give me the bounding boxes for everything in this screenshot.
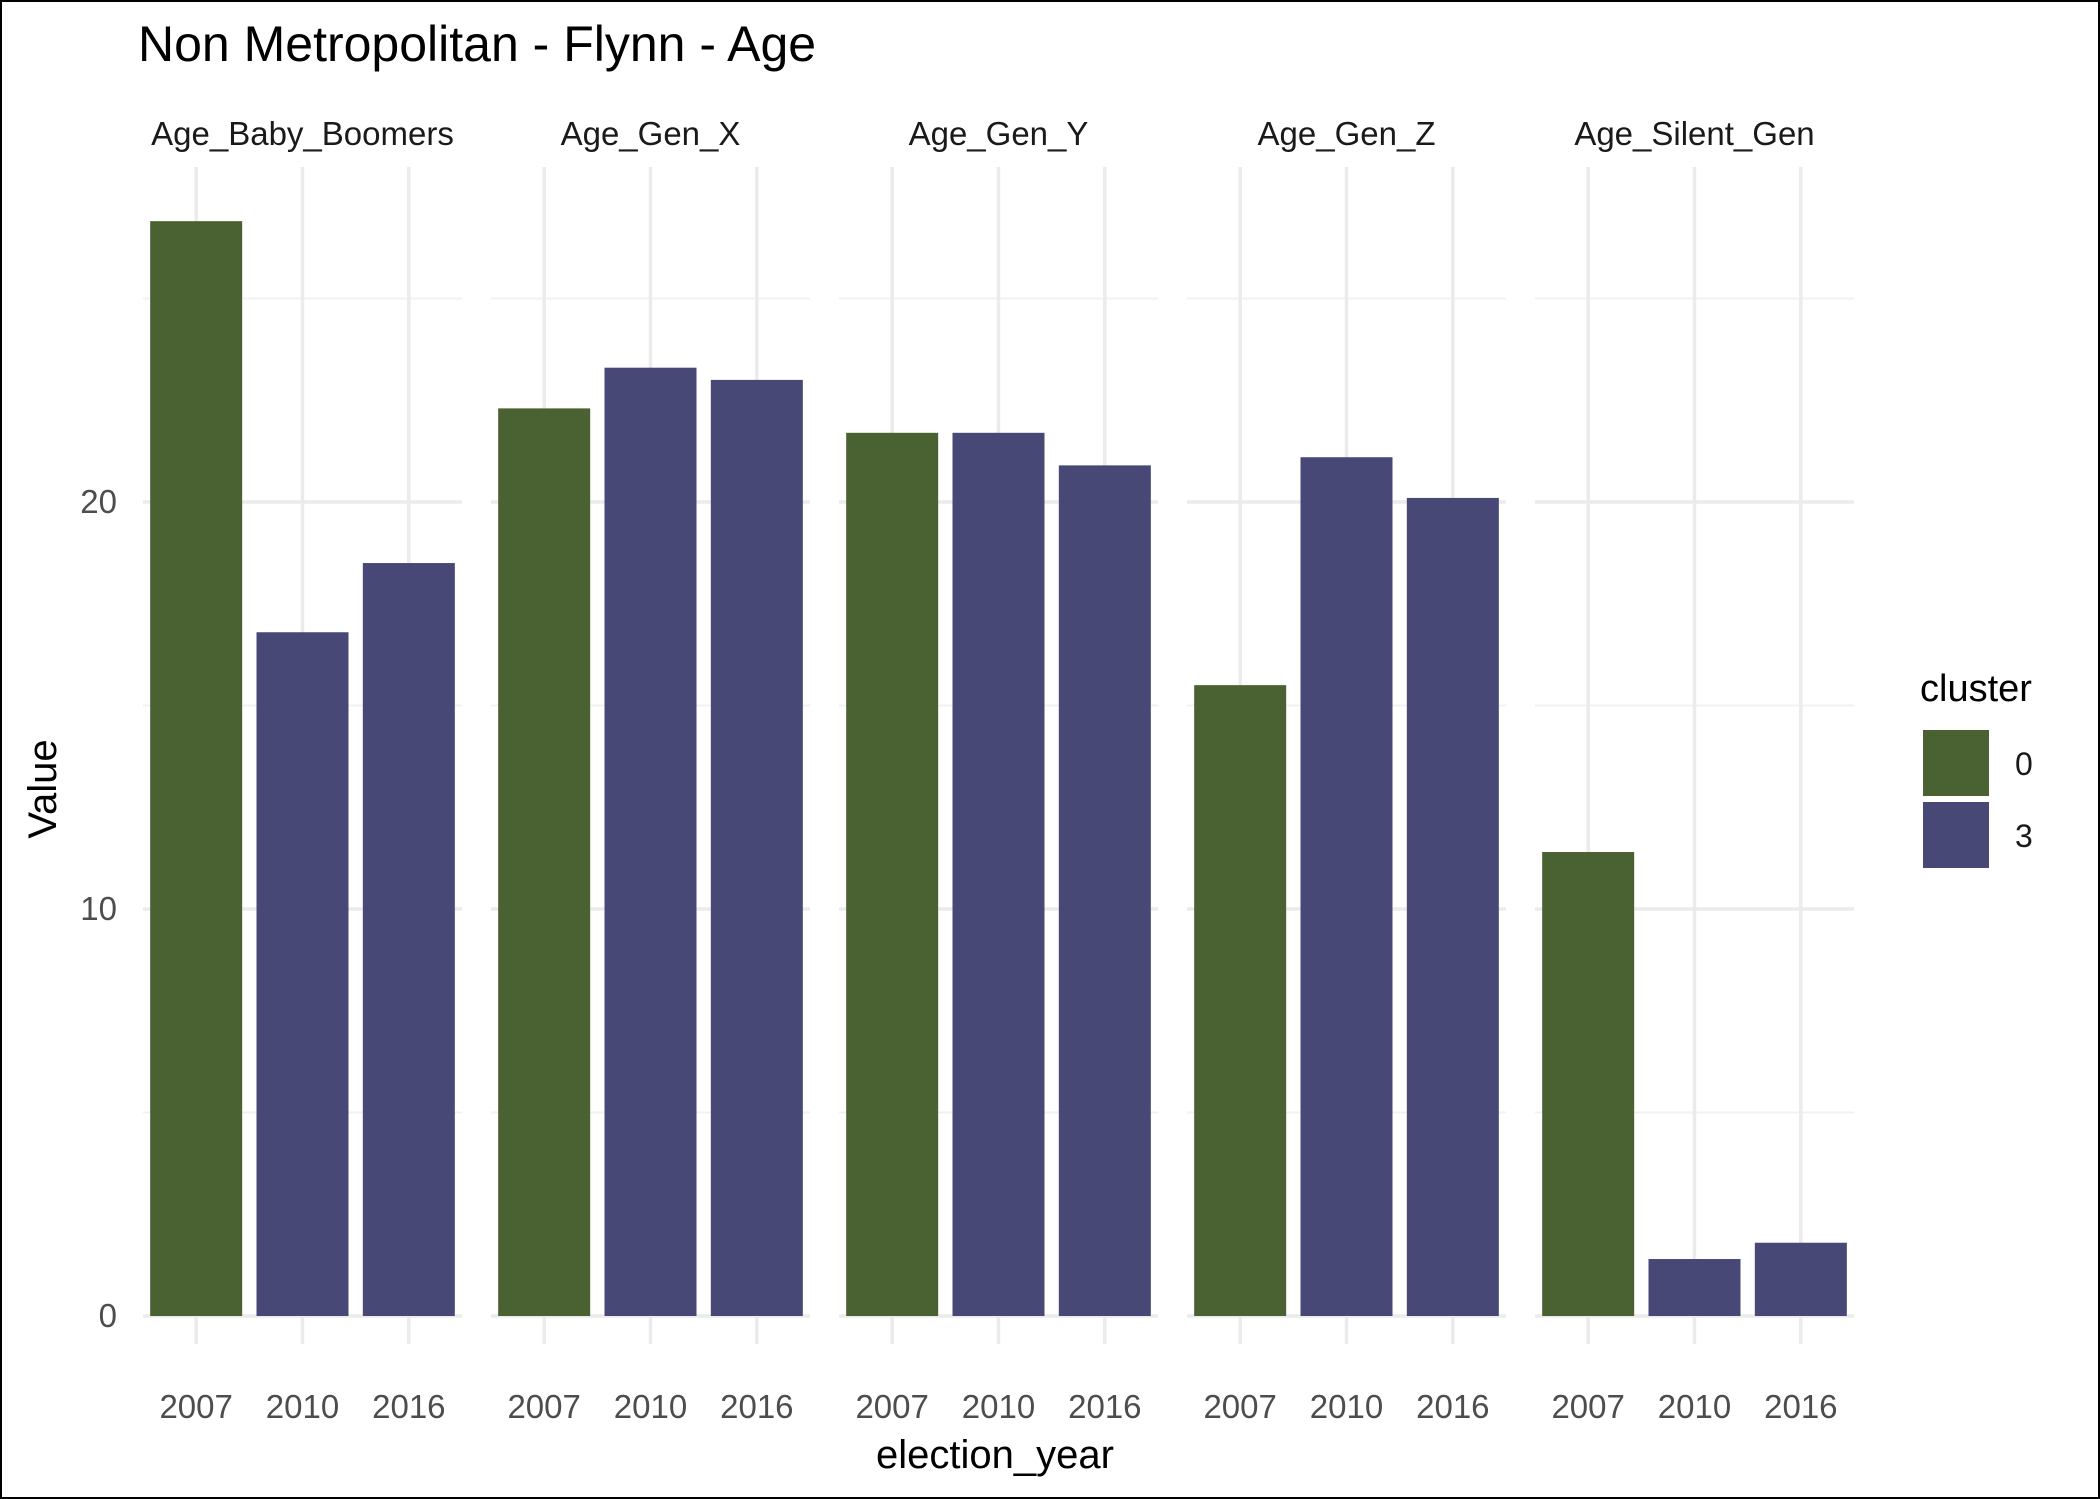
bar — [846, 432, 939, 1316]
x-tick-label: 2007 — [1551, 1388, 1624, 1425]
chart-title: Non Metropolitan - Flynn - Age — [138, 16, 816, 72]
bar — [1300, 457, 1393, 1317]
facet-panel: 2007 2010 2016 Age_Silent_Gen — [1535, 115, 1854, 1425]
legend-label: 3 — [2015, 818, 2033, 854]
facet-strip-label: Age_Gen_X — [561, 115, 741, 152]
x-tick-label: 2007 — [855, 1388, 928, 1425]
x-tick-label: 2016 — [720, 1388, 793, 1425]
legend-item: 0 — [1923, 730, 2033, 796]
bar — [150, 221, 243, 1316]
legend: cluster 0 3 — [1920, 668, 2033, 868]
x-tick-label: 2010 — [266, 1388, 339, 1425]
legend-title: cluster — [1920, 668, 2032, 710]
bar — [1648, 1259, 1741, 1316]
facet-panel: 2007 2010 2016 Age_Baby_Boomers — [143, 115, 462, 1425]
y-tick-label: 10 — [80, 890, 117, 927]
x-tick-label: 2007 — [159, 1388, 232, 1425]
bar — [1058, 465, 1151, 1316]
legend-key — [1923, 802, 1989, 868]
bar — [1406, 497, 1499, 1316]
facet-strip-label: Age_Silent_Gen — [1574, 115, 1814, 152]
bar — [1542, 852, 1635, 1316]
facet-panel: 2007 2010 2016 Age_Gen_Z — [1187, 115, 1506, 1425]
bar — [710, 379, 803, 1316]
y-tick-label: 20 — [80, 483, 117, 520]
x-tick-label: 2016 — [372, 1388, 445, 1425]
x-tick-label: 2010 — [962, 1388, 1035, 1425]
bar — [1194, 685, 1287, 1316]
x-tick-label: 2010 — [1310, 1388, 1383, 1425]
legend-key — [1923, 730, 1989, 796]
bar — [362, 563, 455, 1316]
facet-strip-label: Age_Baby_Boomers — [151, 115, 454, 152]
legend-item: 3 — [1923, 802, 2033, 868]
facet-strip-label: Age_Gen_Y — [909, 115, 1089, 152]
x-tick-label: 2010 — [1658, 1388, 1731, 1425]
facet-panels: 2007 2010 2016 Age_Baby_Boomers 2007 2010 2016… — [143, 115, 1854, 1425]
x-tick-label: 2016 — [1764, 1388, 1837, 1425]
bar — [256, 632, 349, 1316]
facet-panel: 2007 2010 2016 Age_Gen_Y — [839, 115, 1158, 1425]
x-tick-label: 2010 — [614, 1388, 687, 1425]
x-tick-label: 2016 — [1416, 1388, 1489, 1425]
bar — [498, 408, 591, 1316]
facet-panel: 2007 2010 2016 Age_Gen_X — [491, 115, 810, 1425]
x-tick-label: 2007 — [1203, 1388, 1276, 1425]
bar — [604, 367, 697, 1316]
y-tick-label: 0 — [99, 1297, 117, 1334]
y-axis-title: Value — [21, 739, 65, 838]
bar — [952, 432, 1045, 1316]
bar — [1754, 1242, 1847, 1316]
x-axis-title: election_year — [876, 1433, 1114, 1477]
x-tick-label: 2007 — [507, 1388, 580, 1425]
legend-label: 0 — [2015, 746, 2033, 782]
facet-strip-label: Age_Gen_Z — [1258, 115, 1436, 152]
x-tick-label: 2016 — [1068, 1388, 1141, 1425]
